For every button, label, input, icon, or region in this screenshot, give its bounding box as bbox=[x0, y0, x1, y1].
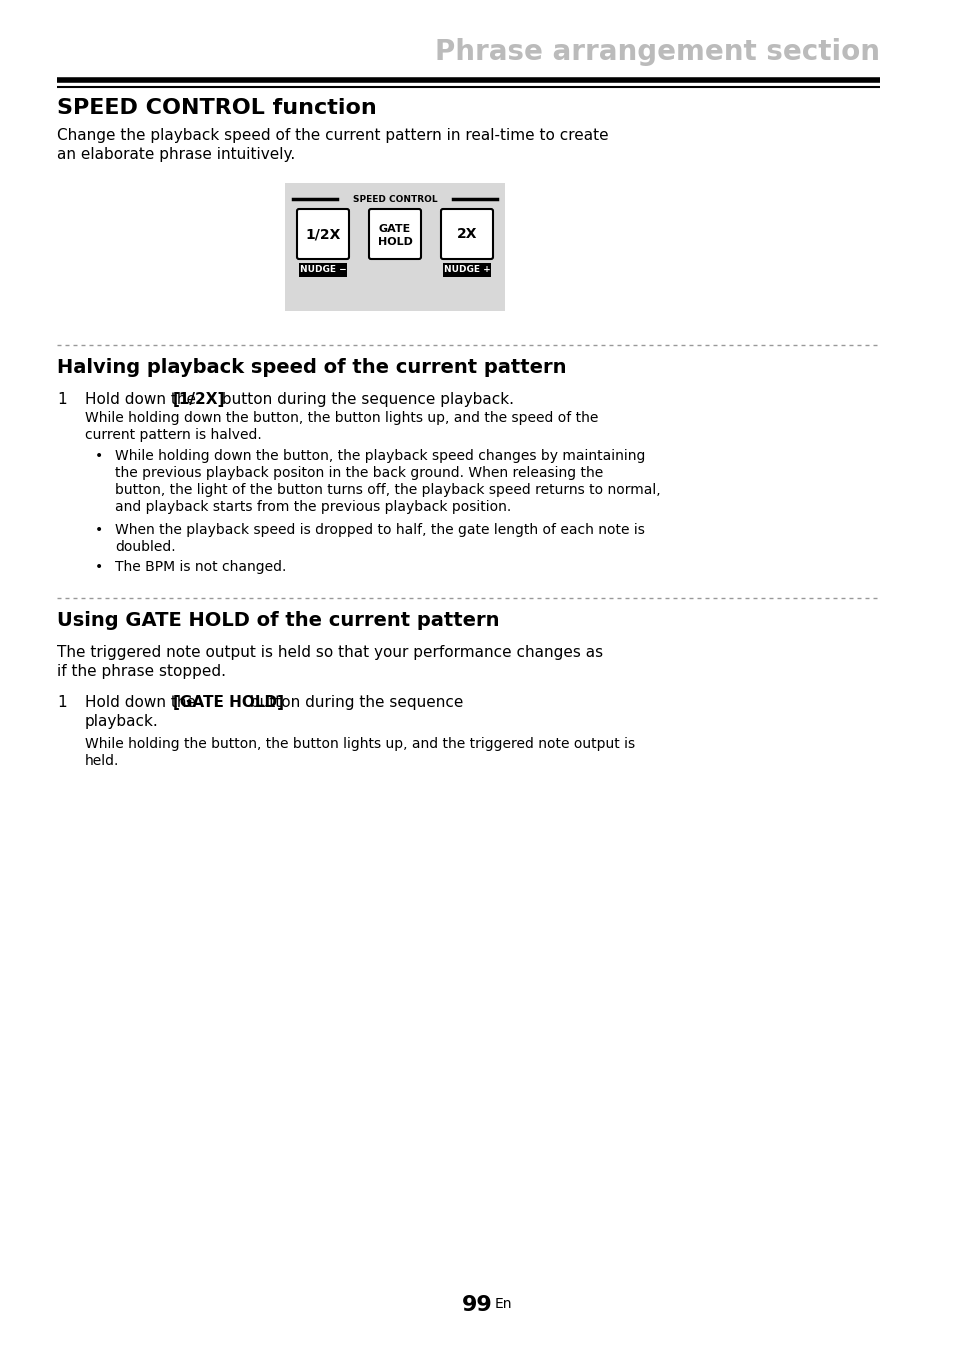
Text: 2X: 2X bbox=[456, 226, 476, 241]
Text: GATE: GATE bbox=[378, 224, 411, 235]
Text: current pattern is halved.: current pattern is halved. bbox=[85, 429, 261, 442]
Text: 1: 1 bbox=[57, 392, 67, 407]
Text: the previous playback positon in the back ground. When releasing the: the previous playback positon in the bac… bbox=[115, 466, 602, 480]
Text: •: • bbox=[95, 449, 103, 462]
Text: While holding down the button, the playback speed changes by maintaining: While holding down the button, the playb… bbox=[115, 449, 644, 462]
Text: held.: held. bbox=[85, 754, 119, 768]
Text: 99: 99 bbox=[461, 1295, 492, 1316]
Text: HOLD: HOLD bbox=[377, 237, 412, 247]
FancyBboxPatch shape bbox=[442, 263, 491, 276]
Text: SPEED CONTROL: SPEED CONTROL bbox=[353, 194, 436, 204]
Text: When the playback speed is dropped to half, the gate length of each note is: When the playback speed is dropped to ha… bbox=[115, 523, 644, 537]
FancyBboxPatch shape bbox=[440, 209, 493, 259]
Text: Using GATE HOLD of the current pattern: Using GATE HOLD of the current pattern bbox=[57, 611, 499, 630]
Text: The BPM is not changed.: The BPM is not changed. bbox=[115, 559, 286, 574]
Text: NUDGE +: NUDGE + bbox=[443, 266, 490, 275]
FancyBboxPatch shape bbox=[296, 209, 349, 259]
Text: Halving playback speed of the current pattern: Halving playback speed of the current pa… bbox=[57, 359, 566, 377]
Text: doubled.: doubled. bbox=[115, 541, 175, 554]
FancyBboxPatch shape bbox=[369, 209, 420, 259]
Text: button during the sequence playback.: button during the sequence playback. bbox=[216, 392, 514, 407]
Text: an elaborate phrase intuitively.: an elaborate phrase intuitively. bbox=[57, 147, 294, 162]
Text: Hold down the: Hold down the bbox=[85, 392, 201, 407]
Text: 1/2X: 1/2X bbox=[305, 226, 340, 241]
Text: playback.: playback. bbox=[85, 714, 158, 729]
Text: [GATE HOLD]: [GATE HOLD] bbox=[172, 696, 284, 710]
Text: NUDGE −: NUDGE − bbox=[299, 266, 346, 275]
Text: Hold down the: Hold down the bbox=[85, 696, 201, 710]
Text: 1: 1 bbox=[57, 696, 67, 710]
Text: The triggered note output is held so that your performance changes as: The triggered note output is held so tha… bbox=[57, 644, 602, 661]
Text: if the phrase stopped.: if the phrase stopped. bbox=[57, 665, 226, 679]
Text: button during the sequence: button during the sequence bbox=[245, 696, 463, 710]
Text: While holding the button, the button lights up, and the triggered note output is: While holding the button, the button lig… bbox=[85, 737, 635, 751]
Text: En: En bbox=[495, 1297, 512, 1312]
FancyBboxPatch shape bbox=[298, 263, 347, 276]
Text: •: • bbox=[95, 559, 103, 574]
Text: button, the light of the button turns off, the playback speed returns to normal,: button, the light of the button turns of… bbox=[115, 483, 659, 497]
Text: [1/2X]: [1/2X] bbox=[172, 392, 225, 407]
Text: and playback starts from the previous playback position.: and playback starts from the previous pl… bbox=[115, 500, 511, 514]
Text: Phrase arrangement section: Phrase arrangement section bbox=[435, 38, 879, 66]
Text: Change the playback speed of the current pattern in real-time to create: Change the playback speed of the current… bbox=[57, 128, 608, 143]
Text: SPEED CONTROL function: SPEED CONTROL function bbox=[57, 98, 376, 119]
Text: •: • bbox=[95, 523, 103, 537]
FancyBboxPatch shape bbox=[285, 183, 504, 311]
Text: While holding down the button, the button lights up, and the speed of the: While holding down the button, the butto… bbox=[85, 411, 598, 425]
